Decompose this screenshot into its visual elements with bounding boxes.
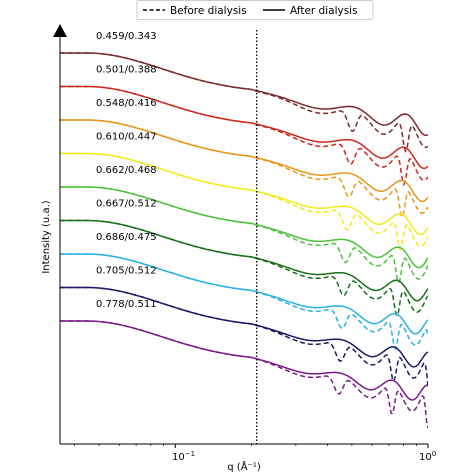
x-axis-label: q (Å⁻¹) [227, 460, 261, 473]
curves-group [60, 52, 428, 429]
series-label-8: 0.778/0.511 [96, 299, 157, 310]
series-label-4: 0.662/0.468 [96, 165, 157, 176]
legend: Before dialysis After dialysis [136, 0, 374, 20]
series-0-after-line [60, 52, 428, 137]
series-8-before-line [60, 320, 428, 429]
series-label-0: 0.459/0.343 [96, 31, 157, 42]
series-1-after-line [60, 85, 428, 170]
series-label-1: 0.501/0.388 [96, 65, 157, 76]
y-axis-label: Intensity (u.a.) [41, 200, 52, 273]
x-ticks [74, 444, 429, 448]
series-8-after-line [60, 320, 428, 401]
series-5-after-line [60, 219, 428, 302]
series-labels: 0.459/0.343 0.501/0.388 0.548/0.416 0.610/0… [96, 31, 157, 310]
series-7-after-line [60, 286, 428, 368]
axes [53, 24, 429, 448]
x-tick-label-1: 100 [419, 450, 436, 463]
series-3-after-line [60, 152, 428, 236]
x-tick-label-0: 10−1 [172, 450, 195, 463]
legend-after-label: After dialysis [290, 5, 358, 17]
series-4-after-line [60, 186, 428, 269]
series-2-after-line [60, 119, 428, 203]
legend-before-label: Before dialysis [170, 5, 247, 17]
series-label-6: 0.686/0.475 [96, 232, 157, 243]
series-label-2: 0.548/0.416 [96, 98, 157, 109]
series-label-3: 0.610/0.447 [96, 132, 157, 143]
legend-box [136, 0, 374, 20]
y-axis-arrow-icon [53, 24, 67, 37]
series-label-5: 0.667/0.512 [96, 199, 157, 210]
series-6-after-line [60, 253, 428, 335]
series-label-7: 0.705/0.512 [96, 266, 157, 277]
